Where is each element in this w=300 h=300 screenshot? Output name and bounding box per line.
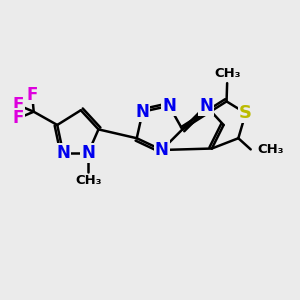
Text: S: S (239, 104, 252, 122)
Text: CH₃: CH₃ (257, 143, 284, 156)
Text: F: F (13, 109, 24, 127)
Text: N: N (162, 97, 176, 115)
Text: CH₃: CH₃ (75, 174, 101, 187)
Text: N: N (199, 97, 213, 115)
Text: F: F (26, 85, 38, 103)
Text: N: N (56, 144, 70, 162)
Text: F: F (13, 96, 24, 114)
Text: N: N (81, 144, 95, 162)
Text: N: N (136, 103, 150, 121)
Text: N: N (155, 141, 169, 159)
Text: CH₃: CH₃ (214, 67, 240, 80)
